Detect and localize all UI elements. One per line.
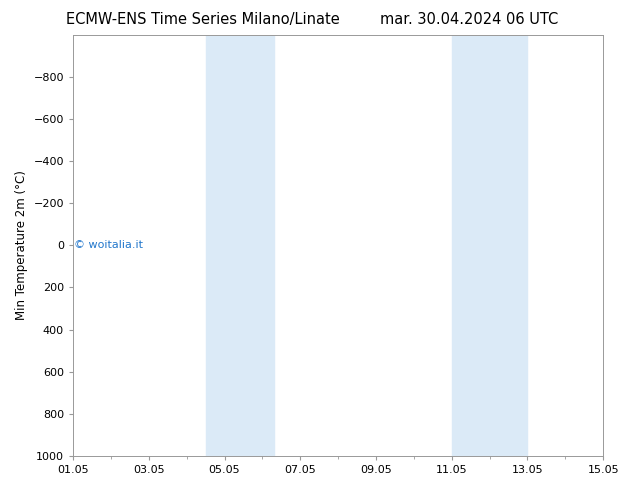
Y-axis label: Min Temperature 2m (°C): Min Temperature 2m (°C)	[15, 171, 28, 320]
Text: mar. 30.04.2024 06 UTC: mar. 30.04.2024 06 UTC	[380, 12, 559, 27]
Bar	[452, 35, 527, 456]
Bar	[205, 35, 274, 456]
Text: © woitalia.it: © woitalia.it	[74, 240, 143, 250]
Text: ECMW-ENS Time Series Milano/Linate: ECMW-ENS Time Series Milano/Linate	[66, 12, 340, 27]
